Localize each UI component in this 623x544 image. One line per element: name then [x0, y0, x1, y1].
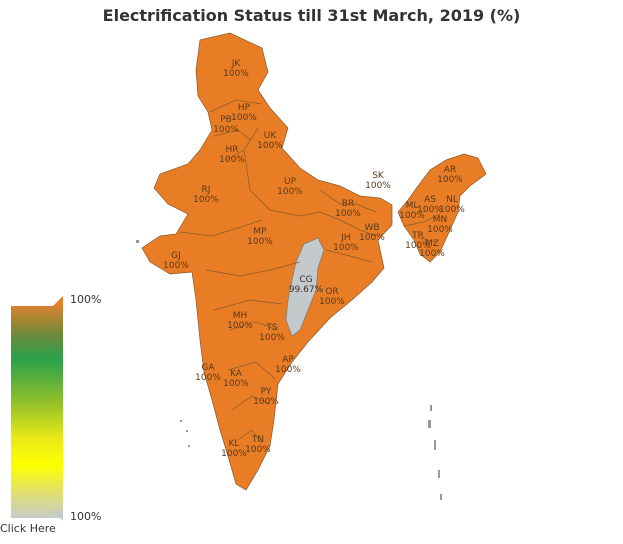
state-code-ml: ML — [406, 201, 419, 211]
state-code-mh: MH — [233, 311, 248, 321]
state-code-tn: TN — [251, 435, 264, 445]
legend-min-marker-icon — [53, 511, 63, 521]
state-value-hr: 100% — [219, 155, 245, 165]
state-value-ts: 100% — [259, 333, 285, 343]
state-code-rj: RJ — [202, 185, 211, 195]
page-title: Electrification Status till 31st March, … — [102, 6, 521, 25]
state-value-gj: 100% — [163, 261, 189, 271]
state-value-ka: 100% — [223, 379, 249, 389]
state-value-mp: 100% — [247, 237, 273, 247]
state-value-mh: 100% — [227, 321, 253, 331]
state-code-ts: TS — [265, 323, 277, 333]
legend-max-marker-icon — [53, 296, 63, 306]
state-value-cg: 99.67% — [289, 285, 324, 295]
state-code-sk: SK — [372, 171, 385, 181]
state-code-mn: MN — [433, 215, 448, 225]
state-boundaries — [179, 99, 441, 445]
state-code-cg: CG — [299, 275, 312, 285]
state-value-uk: 100% — [257, 141, 283, 151]
state-code-or: OR — [325, 287, 338, 297]
state-code-mp: MP — [253, 227, 267, 237]
state-code-ga: GA — [201, 363, 215, 373]
state-code-jh: JH — [340, 233, 350, 243]
state-code-py: PY — [261, 387, 272, 397]
state-value-py: 100% — [253, 397, 279, 407]
legend-gradient — [11, 306, 63, 518]
state-value-pb: 100% — [213, 125, 239, 135]
state-code-ap: AP — [282, 355, 294, 365]
state-value-ap: 100% — [275, 365, 301, 375]
state-code-uk: UK — [264, 131, 278, 141]
state-code-ka: KA — [230, 369, 243, 379]
state-code-up: UP — [284, 177, 297, 187]
click-here-link[interactable]: Click Here — [0, 522, 56, 535]
state-cg[interactable] — [285, 237, 325, 337]
state-value-jh: 100% — [333, 243, 359, 253]
state-value-ga: 100% — [195, 373, 221, 383]
state-code-as: AS — [424, 195, 436, 205]
state-region-mainland[interactable] — [141, 32, 393, 491]
state-code-ar: AR — [444, 165, 456, 175]
state-value-ml: 100% — [399, 211, 425, 221]
state-code-jk: JK — [231, 59, 242, 69]
state-labels: JK100%HP100%PB100%UK100%HR100%RJ100%UP10… — [163, 59, 465, 459]
state-value-nl: 100% — [439, 205, 465, 215]
state-value-rj: 100% — [193, 195, 219, 205]
state-region-northeast[interactable] — [397, 153, 487, 263]
state-value-wb: 100% — [359, 233, 385, 243]
state-code-kl: KL — [229, 439, 240, 449]
state-code-wb: WB — [364, 223, 379, 233]
state-code-br: BR — [342, 199, 354, 209]
islands — [136, 240, 442, 500]
state-value-ar: 100% — [437, 175, 463, 185]
state-code-hp: HP — [238, 103, 251, 113]
state-code-gj: GJ — [171, 251, 181, 261]
state-value-or: 100% — [319, 297, 345, 307]
state-value-mn: 100% — [427, 225, 453, 235]
state-code-pb: PB — [220, 115, 232, 125]
state-value-br: 100% — [335, 209, 361, 219]
state-value-sk: 100% — [365, 181, 391, 191]
state-value-tn: 100% — [245, 445, 271, 455]
state-value-hp: 100% — [231, 113, 257, 123]
state-code-mz: MZ — [425, 239, 439, 249]
legend-min-label: 100% — [70, 510, 102, 523]
state-code-tr: TR — [411, 231, 424, 241]
state-code-hr: HR — [225, 145, 238, 155]
state-value-tr: 100% — [405, 241, 431, 251]
state-value-jk: 100% — [223, 69, 249, 79]
state-code-nl: NL — [446, 195, 458, 205]
state-value-up: 100% — [277, 187, 303, 197]
legend-max-label: 100% — [70, 293, 102, 306]
state-value-mz: 100% — [419, 249, 445, 259]
state-value-kl: 100% — [221, 449, 247, 459]
state-value-as: 100% — [417, 205, 443, 215]
